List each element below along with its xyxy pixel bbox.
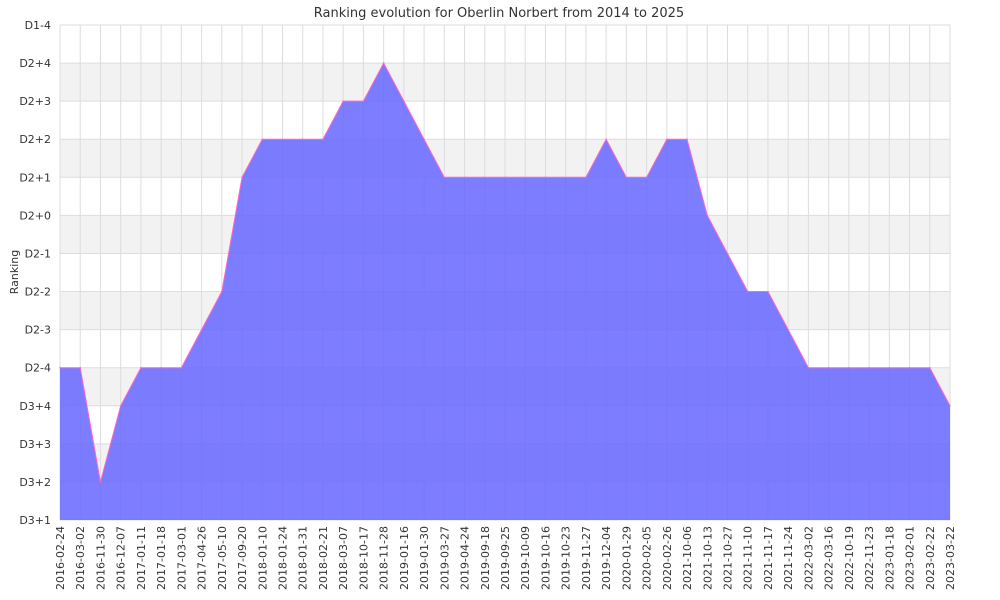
x-tick-label: 2019-12-04 xyxy=(600,526,613,590)
y-tick-label: D2-4 xyxy=(25,362,51,375)
x-tick-label: 2017-01-18 xyxy=(155,526,168,590)
x-tick-label: 2020-02-05 xyxy=(641,526,654,590)
y-tick-label: D3+4 xyxy=(19,400,51,413)
x-tick-label: 2019-09-25 xyxy=(499,526,512,590)
x-tick-label: 2021-11-17 xyxy=(762,526,775,590)
x-tick-label: 2021-10-13 xyxy=(701,526,714,590)
x-tick-label: 2018-01-10 xyxy=(256,526,269,590)
x-tick-label: 2016-12-07 xyxy=(115,526,128,590)
y-tick-label: D2+3 xyxy=(19,95,51,108)
x-tick-label: 2016-02-24 xyxy=(54,526,67,590)
x-tick-label: 2019-04-24 xyxy=(459,526,472,590)
x-tick-label: 2022-03-16 xyxy=(823,526,836,590)
x-tick-label: 2016-03-02 xyxy=(74,526,87,590)
x-tick-label: 2019-10-23 xyxy=(560,526,573,590)
x-tick-label: 2020-01-29 xyxy=(620,526,633,590)
x-tick-label: 2018-11-28 xyxy=(378,526,391,590)
x-tick-label: 2021-10-06 xyxy=(681,526,694,590)
y-tick-label: D1-4 xyxy=(25,19,51,32)
y-axis-title: Ranking xyxy=(8,250,21,295)
x-tick-label: 2018-01-24 xyxy=(277,526,290,590)
x-tick-label: 2023-02-01 xyxy=(904,526,917,590)
y-tick-label: D2-2 xyxy=(25,286,51,299)
x-tick-label: 2020-02-26 xyxy=(661,526,674,590)
x-tick-label: 2018-02-21 xyxy=(317,526,330,590)
x-tick-label: 2022-03-02 xyxy=(802,526,815,590)
x-tick-label: 2017-04-26 xyxy=(196,526,209,590)
y-tick-label: D2+1 xyxy=(19,171,51,184)
x-tick-label: 2022-11-23 xyxy=(863,526,876,590)
x-tick-label: 2017-05-10 xyxy=(216,526,229,590)
ranking-line xyxy=(60,62,951,483)
y-tick-label: D3+2 xyxy=(19,476,51,489)
ranking-area xyxy=(60,63,950,520)
chart-title: Ranking evolution for Oberlin Norbert fr… xyxy=(314,6,684,21)
x-tick-labels: 2016-02-24 2016-03-02 2016-11-30 2016-12-07… xyxy=(54,526,957,590)
x-tick-label: 2021-11-24 xyxy=(782,526,795,590)
y-tick-labels: D3+1 D3+2 D3+3 D3+4 D2-4 D2-3 D2-2 D2-1 D2+0 D2+1… xyxy=(19,19,51,527)
x-tick-label: 2019-10-09 xyxy=(519,526,532,590)
x-tick-label: 2018-03-07 xyxy=(337,526,350,590)
x-tick-label: 2019-01-16 xyxy=(398,526,411,590)
y-tick-label: D2+4 xyxy=(19,57,51,70)
x-tick-label: 2022-10-19 xyxy=(843,526,856,590)
x-tick-label: 2021-10-27 xyxy=(722,526,735,590)
y-tick-label: D2-3 xyxy=(25,324,51,337)
x-tick-label: 2023-01-18 xyxy=(883,526,896,590)
y-tick-label: D2+2 xyxy=(19,133,51,146)
x-tick-label: 2017-03-01 xyxy=(175,526,188,590)
y-tick-label: D3+1 xyxy=(19,514,51,527)
y-tick-label: D3+3 xyxy=(19,438,51,451)
x-tick-label: 2019-11-27 xyxy=(580,526,593,590)
x-tick-label: 2021-11-10 xyxy=(742,526,755,590)
y-tick-label: D2-1 xyxy=(25,247,51,260)
x-tick-label: 2023-02-22 xyxy=(924,526,937,590)
x-tick-label: 2019-01-30 xyxy=(418,526,431,590)
x-tick-label: 2018-01-31 xyxy=(297,526,310,590)
x-tick-label: 2016-11-30 xyxy=(94,526,107,590)
x-tick-label: 2017-01-11 xyxy=(135,526,148,590)
x-tick-label: 2019-09-18 xyxy=(479,526,492,590)
x-tick-label: 2023-03-22 xyxy=(944,526,957,590)
x-tick-label: 2018-10-17 xyxy=(357,526,370,590)
x-tick-label: 2019-03-27 xyxy=(438,526,451,590)
x-tick-label: 2019-10-16 xyxy=(539,526,552,590)
y-tick-label: D2+0 xyxy=(19,209,51,222)
x-tick-label: 2017-09-20 xyxy=(236,526,249,590)
